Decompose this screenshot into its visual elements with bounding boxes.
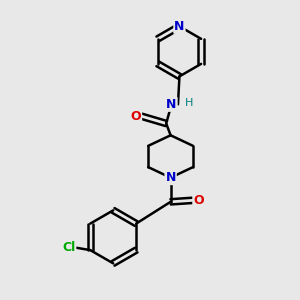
Text: N: N [165, 171, 176, 184]
Text: N: N [174, 20, 184, 33]
Text: N: N [166, 98, 177, 111]
Text: O: O [193, 194, 204, 207]
Text: H: H [185, 98, 193, 108]
Text: Cl: Cl [62, 241, 75, 254]
Text: O: O [130, 110, 141, 123]
